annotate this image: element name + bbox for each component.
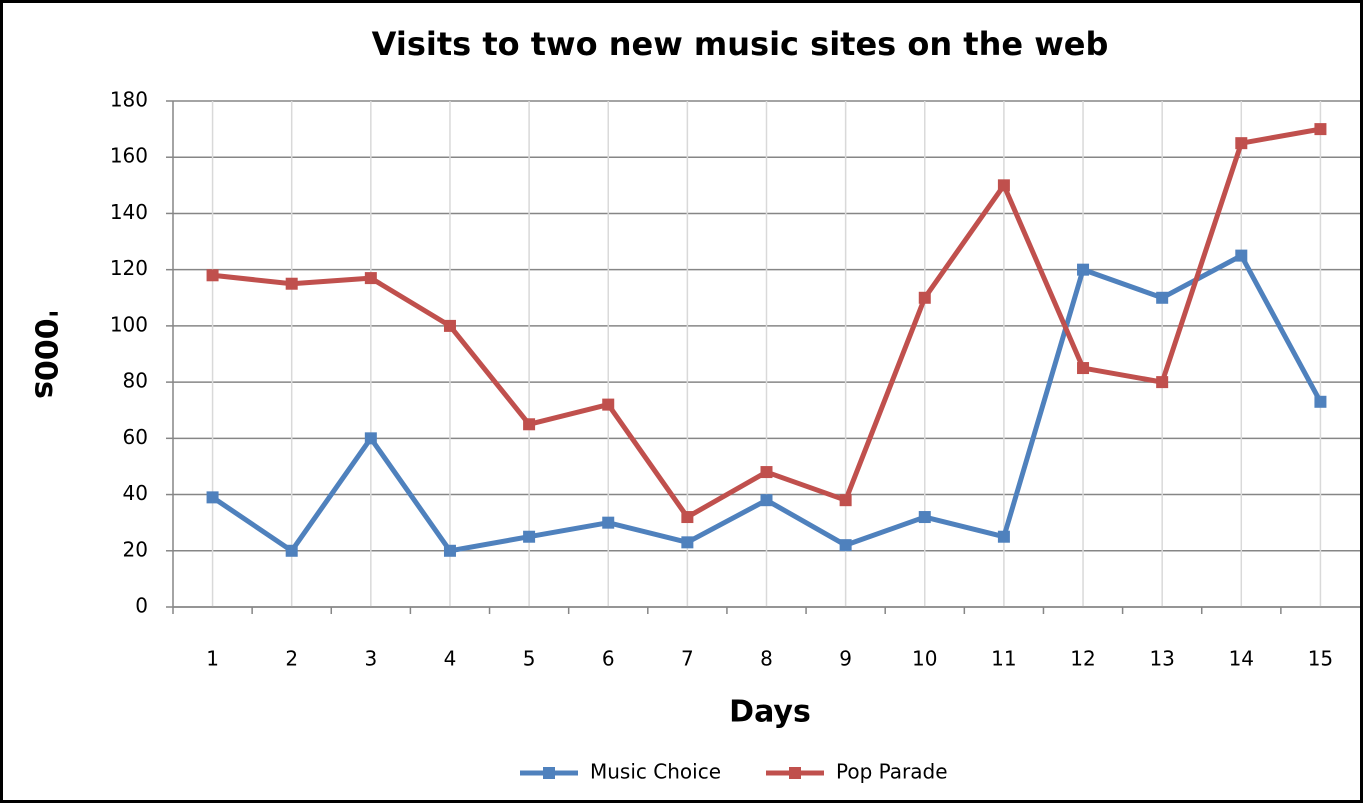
data-point: [1077, 362, 1090, 375]
data-point: [918, 511, 931, 524]
x-tick-label: 2: [285, 647, 298, 671]
x-tick-label: 6: [602, 647, 615, 671]
data-point: [364, 432, 377, 445]
data-point: [918, 291, 931, 304]
data-point: [1314, 395, 1327, 408]
data-point: [839, 539, 852, 552]
data-point: [443, 544, 456, 557]
x-tick-label: 15: [1308, 647, 1333, 671]
x-tick-label: 1: [206, 647, 219, 671]
data-point: [760, 494, 773, 507]
data-point: [523, 418, 536, 431]
x-tick-label: 10: [912, 647, 937, 671]
data-point: [1235, 249, 1248, 262]
legend-label: Music Choice: [590, 760, 721, 784]
data-point: [206, 491, 219, 504]
data-point: [1314, 123, 1327, 136]
data-point: [1077, 263, 1090, 276]
y-tick-label: 80: [123, 369, 148, 393]
data-point: [602, 398, 615, 411]
x-tick-label: 9: [839, 647, 852, 671]
data-point: [285, 544, 298, 557]
x-tick-label: 5: [523, 647, 536, 671]
data-point: [443, 319, 456, 332]
y-tick-label: 100: [110, 312, 148, 336]
y-tick-label: 60: [123, 425, 148, 449]
data-point: [839, 494, 852, 507]
x-tick-label: 11: [991, 647, 1016, 671]
y-axis-title: '000s: [28, 309, 63, 399]
y-tick-label: 140: [110, 200, 148, 224]
x-axis-title: Days: [729, 695, 811, 730]
chart-title: Visits to two new music sites on the web: [372, 25, 1109, 63]
legend-marker: [789, 767, 801, 779]
y-tick-label: 180: [110, 88, 148, 112]
y-tick-label: 0: [135, 594, 148, 618]
x-tick-label: 14: [1229, 647, 1254, 671]
y-tick-label: 40: [123, 481, 148, 505]
data-point: [1235, 137, 1248, 150]
legend-label: Pop Parade: [836, 760, 948, 784]
data-point: [997, 179, 1010, 192]
data-point: [681, 511, 694, 524]
data-point: [1156, 376, 1169, 389]
data-point: [523, 530, 536, 543]
x-tick-label: 8: [760, 647, 773, 671]
x-tick-label: 4: [444, 647, 457, 671]
data-point: [206, 269, 219, 282]
legend-marker: [543, 767, 555, 779]
x-tick-label: 13: [1149, 647, 1174, 671]
data-point: [285, 277, 298, 290]
data-point: [1156, 291, 1169, 304]
y-tick-label: 20: [123, 537, 148, 561]
data-point: [997, 530, 1010, 543]
data-point: [602, 516, 615, 529]
x-tick-label: 3: [364, 647, 377, 671]
y-tick-label: 120: [110, 256, 148, 280]
data-point: [364, 272, 377, 285]
x-tick-label: 12: [1070, 647, 1095, 671]
y-tick-label: 160: [110, 144, 148, 168]
x-tick-label: 7: [681, 647, 694, 671]
data-point: [760, 466, 773, 479]
data-point: [681, 536, 694, 549]
